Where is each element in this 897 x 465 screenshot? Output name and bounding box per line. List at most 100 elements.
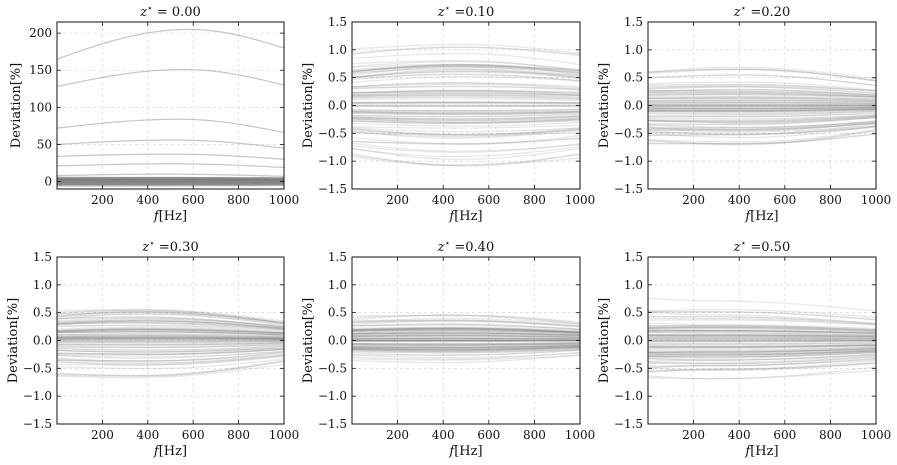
series-line: [352, 329, 580, 335]
series-line: [648, 359, 876, 367]
series-line: [648, 108, 876, 113]
y-tick-label: 0.5: [328, 306, 347, 320]
series-line: [352, 345, 580, 350]
series-line: [352, 331, 580, 336]
x-tick-label: 200: [682, 193, 705, 207]
y-tick-label: 1.0: [624, 43, 643, 57]
series-line: [648, 329, 876, 334]
series-line: [352, 75, 580, 84]
series-line: [352, 73, 580, 82]
series-line: [648, 362, 876, 372]
series-line: [352, 337, 580, 340]
series-line: [352, 85, 580, 92]
series-line: [352, 117, 580, 122]
series-group: [648, 297, 876, 380]
series-line: [352, 86, 580, 90]
series-line: [648, 360, 876, 373]
series-line: [648, 106, 876, 109]
x-tick-label: 200: [386, 428, 409, 442]
series-line: [648, 98, 876, 102]
series-line: [352, 332, 580, 337]
series-line: [57, 325, 284, 333]
series-line: [352, 329, 580, 334]
y-tick-label: −1.5: [614, 182, 643, 196]
chart-panel-5: 200 400 600 800 1000 −1.5 −1.0 −0.5 0.0 0.5 1.0 1.5…: [301, 239, 595, 459]
series-line: [352, 89, 580, 94]
series-line: [57, 347, 284, 353]
series-line: [352, 110, 580, 114]
series-line: [352, 335, 580, 339]
y-tick-label: −0.5: [318, 126, 347, 140]
series-line: [648, 333, 876, 337]
series-line: [352, 334, 580, 338]
series-line: [352, 317, 580, 325]
series-line: [57, 311, 284, 325]
series-line: [352, 349, 580, 356]
series-line: [648, 116, 876, 125]
series-line: [352, 327, 580, 333]
series-line: [352, 332, 580, 337]
series-line: [648, 346, 876, 351]
series-line: [648, 123, 876, 137]
chart-panel-3: 200 400 600 800 1000 −1.5 −1.0 −0.5 0.0 0.5 1.0 1.5…: [597, 4, 891, 224]
series-line: [648, 344, 876, 348]
series-line: [57, 336, 284, 339]
x-tick-label: 800: [819, 428, 842, 442]
series-line: [352, 63, 580, 74]
series-line: [648, 90, 876, 96]
series-line: [352, 82, 580, 89]
series-line: [352, 112, 580, 118]
series-line: [648, 84, 876, 92]
series-line: [648, 342, 876, 345]
series-line: [648, 348, 876, 354]
series-line: [57, 335, 284, 339]
series-group: [57, 28, 284, 187]
series-line: [648, 336, 876, 339]
series-line: [352, 128, 580, 137]
y-tick-label: 100: [29, 100, 52, 114]
series-line: [57, 320, 284, 330]
y-tick-label: 1.5: [328, 15, 347, 29]
series-line: [352, 352, 580, 360]
series-line: [352, 337, 580, 340]
series-line: [352, 348, 580, 354]
y-tick-label: 0.5: [624, 71, 643, 85]
series-line: [648, 110, 876, 114]
series-line: [57, 363, 284, 379]
y-tick-label: 1.5: [328, 250, 347, 264]
series-line: [57, 331, 284, 336]
series-line: [352, 335, 580, 339]
series-line: [57, 309, 284, 324]
series-line: [352, 98, 580, 101]
x-tick-label: 800: [227, 428, 250, 442]
series-line: [352, 121, 580, 127]
series-line: [648, 336, 876, 340]
series-line: [648, 330, 876, 335]
series-line: [648, 353, 876, 361]
y-tick-label: −1.5: [23, 417, 52, 431]
series-line: [352, 102, 580, 104]
series-line: [352, 115, 580, 121]
series-line: [352, 111, 580, 115]
series-line: [352, 327, 580, 333]
series-line: [648, 309, 876, 318]
series-line: [352, 342, 580, 345]
series-line: [57, 312, 284, 324]
series-line: [352, 74, 580, 81]
y-tick-label: 0.0: [33, 334, 52, 348]
series-line: [648, 93, 876, 99]
series-line: [648, 344, 876, 348]
series-line: [352, 96, 580, 100]
series-line: [352, 327, 580, 332]
series-line: [352, 94, 580, 99]
y-tick-label: 150: [29, 63, 52, 77]
series-line: [648, 329, 876, 335]
series-line: [648, 99, 876, 103]
series-line: [352, 346, 580, 350]
series-line: [57, 336, 284, 339]
series-line: [352, 91, 580, 96]
x-tick-label: 800: [523, 193, 546, 207]
y-axis-label: Deviation[%]: [301, 63, 316, 148]
x-tick-label: 1000: [861, 193, 892, 207]
series-line: [648, 297, 876, 312]
